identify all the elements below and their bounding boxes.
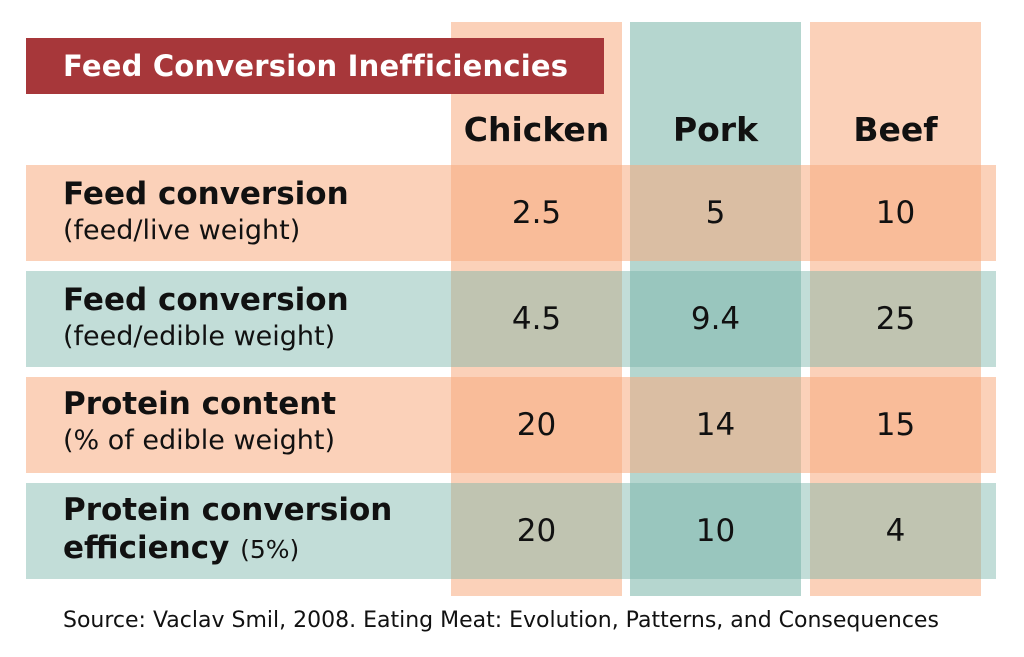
- cell-feed-edible-pork: 9.4: [690, 301, 741, 337]
- column-header-chicken: Chicken: [463, 110, 610, 149]
- source-note: Source: Vaclav Smil, 2008. Eating Meat: …: [63, 608, 939, 633]
- row-label-main-line2: efficiency (5%): [63, 529, 443, 569]
- row-label-feed-conversion-edible: Feed conversion (feed/edible weight): [63, 281, 443, 355]
- column-header-beef: Beef: [853, 110, 938, 149]
- cell-feed-edible-beef: 25: [875, 301, 916, 337]
- row-band-protein-conversion-efficiency: [26, 483, 996, 579]
- cell-feed-edible-chicken: 4.5: [511, 301, 562, 337]
- row-label-sub: (% of edible weight): [63, 425, 336, 456]
- row-label-protein-content: Protein content (% of edible weight): [63, 385, 443, 459]
- cell-feed-live-chicken: 2.5: [511, 195, 562, 231]
- column-band-chicken: [451, 22, 622, 596]
- row-label-sub: (feed/live weight): [63, 215, 301, 246]
- cell-protein-content-pork: 14: [695, 407, 736, 443]
- column-band-pork: [630, 22, 801, 596]
- row-label-main: Protein content: [63, 386, 337, 422]
- row-label-feed-conversion-live: Feed conversion (feed/live weight): [63, 175, 443, 249]
- row-label-protein-conversion-efficiency: Protein conversion efficiency (5%): [63, 491, 443, 569]
- column-band-beef: [810, 22, 981, 596]
- row-label-main: Feed conversion: [63, 282, 349, 318]
- column-header-pork: Pork: [672, 110, 759, 149]
- row-band-feed-conversion-live: [26, 165, 996, 261]
- cell-feed-live-pork: 5: [705, 195, 726, 231]
- chart-title: Feed Conversion Inefficiencies: [26, 38, 604, 94]
- row-band-feed-conversion-edible: [26, 271, 996, 367]
- row-label-sub: (feed/edible weight): [63, 321, 336, 352]
- cell-protein-efficiency-chicken: 20: [516, 513, 557, 549]
- row-label-main-line2-text: efficiency: [63, 530, 230, 566]
- cell-protein-efficiency-pork: 10: [695, 513, 736, 549]
- cell-protein-efficiency-beef: 4: [885, 513, 906, 549]
- row-label-main: Feed conversion: [63, 176, 349, 212]
- row-label-inline-sub: (5%): [240, 535, 300, 564]
- cell-protein-content-chicken: 20: [516, 407, 557, 443]
- cell-protein-content-beef: 15: [875, 407, 916, 443]
- row-label-main: Protein conversion: [63, 492, 393, 528]
- row-band-protein-content: [26, 377, 996, 473]
- cell-feed-live-beef: 10: [875, 195, 916, 231]
